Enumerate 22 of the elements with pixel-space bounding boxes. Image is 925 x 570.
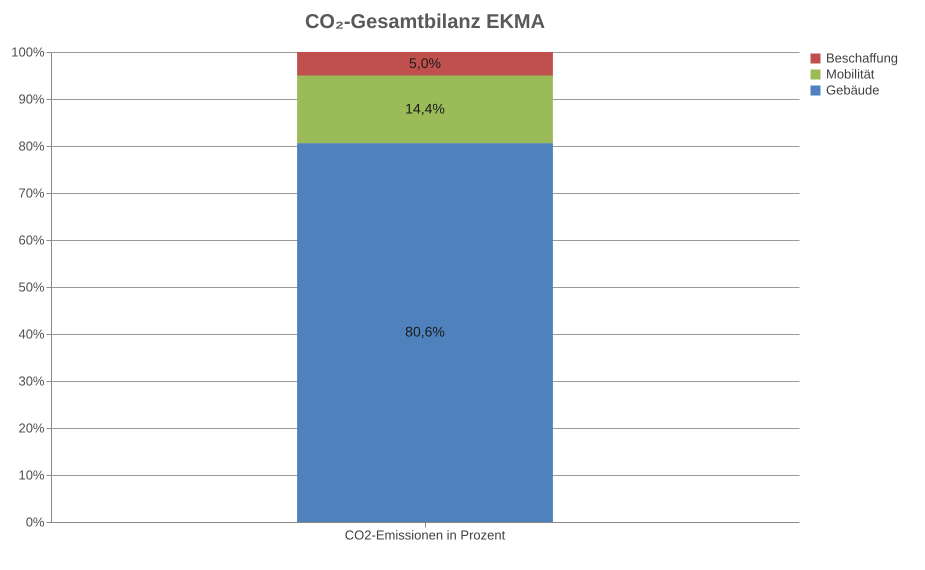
- y-tick-label: 30%: [18, 374, 45, 388]
- legend-label: Gebäude: [826, 82, 880, 98]
- y-tick-label: 80%: [18, 138, 45, 154]
- y-tick-label: 100%: [11, 44, 45, 60]
- data-label: 5,0%: [409, 54, 441, 71]
- data-label: 80,6%: [405, 324, 445, 340]
- legend-label: Beschaffung: [826, 50, 898, 66]
- y-tick-label: 10%: [18, 468, 45, 482]
- x-tick-label: CO2-Emissionen in Prozent: [344, 528, 506, 542]
- y-tick-label: 0%: [26, 514, 45, 530]
- data-label: 14,4%: [405, 100, 445, 116]
- legend-label: Mobilität: [826, 66, 875, 82]
- y-tick-label: 50%: [18, 280, 45, 294]
- bar: [297, 76, 553, 144]
- y-tick-label: 20%: [18, 420, 45, 436]
- y-tick-label: 60%: [18, 232, 45, 248]
- y-tick-label: 70%: [18, 186, 45, 200]
- y-tick-label: 90%: [18, 92, 45, 106]
- bar: [297, 52, 553, 76]
- y-tick-label: 40%: [18, 326, 45, 342]
- bar: [297, 143, 553, 522]
- chart-title: CO₂-Gesamtbilanz EKMA: [304, 11, 546, 33]
